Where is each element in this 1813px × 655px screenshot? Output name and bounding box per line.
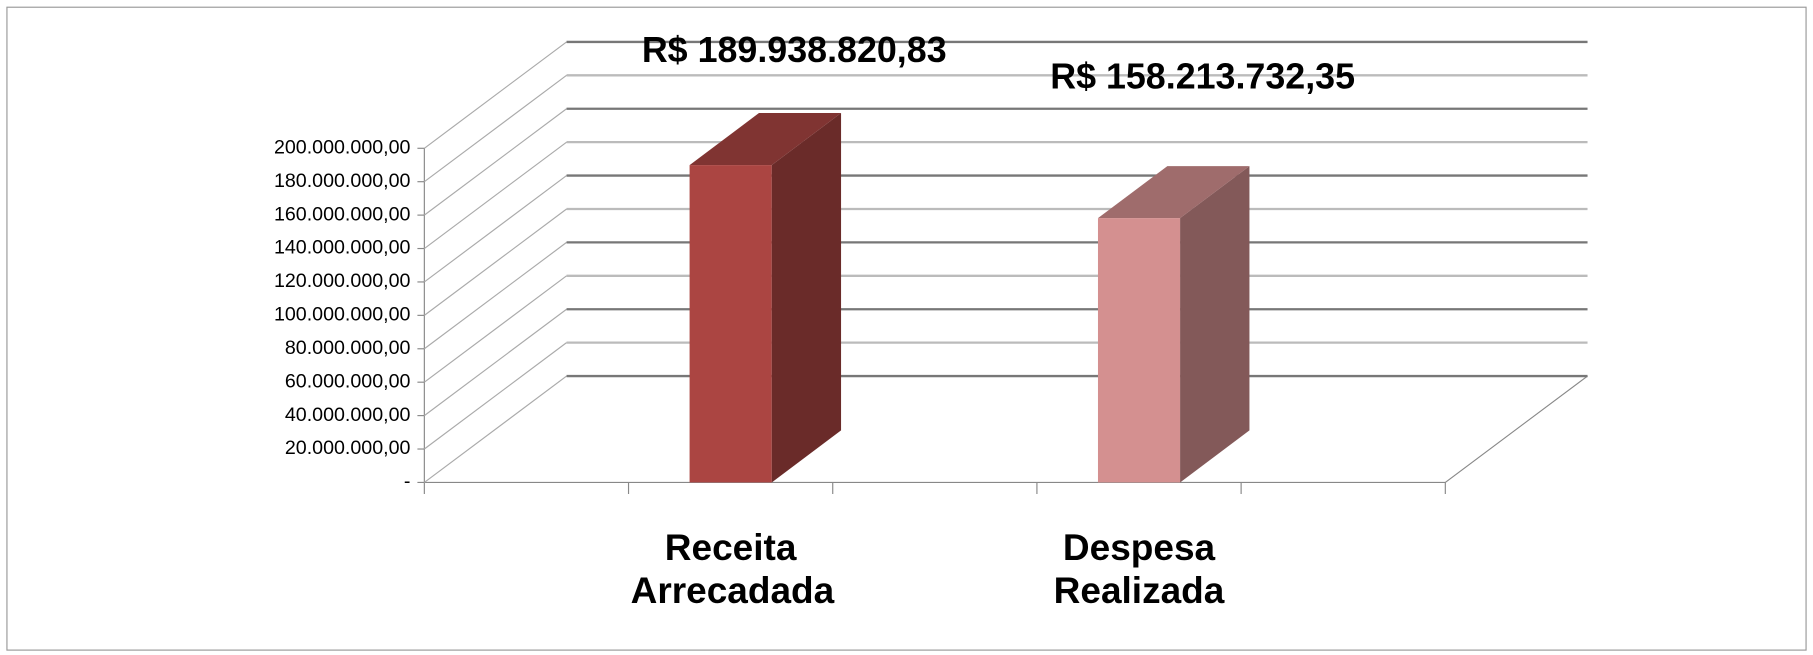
grid-line-side — [423, 74, 567, 183]
bar — [1097, 218, 1181, 483]
y-tick-label: 60.000.000,00 — [285, 370, 411, 392]
grid-line-side — [423, 141, 567, 249]
y-tick-label: 40.000.000,00 — [285, 404, 411, 426]
grid-line-side — [423, 175, 567, 283]
value-label: R$ 189.938.820,83 — [642, 30, 947, 70]
value-label: R$ 158.213.732,35 — [1050, 57, 1355, 97]
y-tick-label: 20.000.000,00 — [285, 437, 411, 459]
y-tick-label: 180.000.000,00 — [274, 170, 411, 192]
x-tick-label: Despesa Realizada — [1053, 527, 1225, 611]
grid-line-side — [423, 241, 567, 350]
grid-line-side — [423, 308, 567, 417]
frame — [6, 6, 1807, 651]
y-tick-label: 200.000.000,00 — [274, 136, 411, 158]
grid-line-side — [423, 342, 567, 450]
bar-top — [689, 113, 842, 166]
y-tick-label: 160.000.000,00 — [274, 203, 411, 225]
y-tick-label: 100.000.000,00 — [274, 304, 411, 326]
y-tick-label: 140.000.000,00 — [274, 237, 411, 259]
grid-line-side — [423, 275, 567, 383]
grid-line-side — [423, 108, 567, 216]
grid-line-side — [423, 208, 567, 316]
y-tick-label: 80.000.000,00 — [285, 337, 411, 359]
bar-side — [1180, 166, 1250, 483]
bar-top — [1097, 166, 1250, 219]
y-tick-label: 120.000.000,00 — [274, 270, 411, 292]
x-tick-label: Receita Arrecadada — [630, 527, 835, 611]
bar-side — [771, 113, 842, 483]
grid-line-side — [423, 375, 567, 483]
bar — [689, 165, 772, 483]
floor-side — [1444, 375, 1588, 483]
y-tick-label: - — [404, 471, 411, 493]
grid-line-side — [423, 41, 567, 149]
